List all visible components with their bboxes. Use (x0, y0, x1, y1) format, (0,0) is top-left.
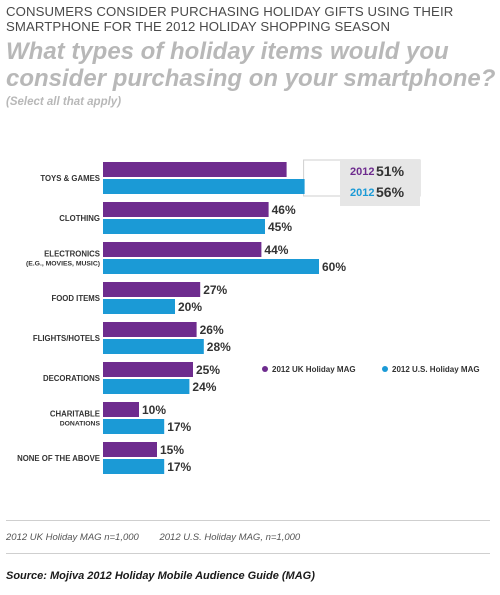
bar-uk (103, 202, 269, 217)
bar-uk (103, 322, 197, 337)
callout-year: 2012 (350, 166, 374, 178)
data-label: 27% (203, 283, 227, 297)
data-label: 20% (178, 300, 202, 314)
footer-divider-bottom (6, 553, 490, 554)
legend-label: 2012 UK Holiday MAG (272, 365, 356, 374)
headline-line-2: SMARTPHONE FOR THE 2012 HOLIDAY SHOPPING… (6, 19, 391, 34)
bar-uk (103, 162, 287, 177)
data-label: 28% (207, 340, 231, 354)
bar-us (103, 259, 319, 274)
data-label: 24% (192, 380, 216, 394)
data-label: 10% (142, 403, 166, 417)
source-credit: Source: Mojiva 2012 Holiday Mobile Audie… (6, 570, 315, 582)
chart-question: What types of holiday items would you co… (6, 38, 496, 92)
callout-year: 2012 (350, 187, 374, 199)
bar-us (103, 379, 190, 394)
data-label: 17% (167, 420, 191, 434)
data-label: 25% (196, 363, 220, 377)
bar-us (103, 339, 204, 354)
callout-value: 51% (376, 163, 405, 179)
bar-us (103, 459, 165, 474)
legend-label: 2012 U.S. Holiday MAG (392, 365, 480, 374)
category-label: FLIGHTS/HOTELS (33, 334, 100, 343)
sample-uk: 2012 UK Holiday MAG n=1,000 (6, 532, 139, 543)
category-label: TOYS & GAMES (40, 174, 100, 183)
bar-chart: 2012 51%2012 56% TOYS & GAMES CLOTHING 46% 45%… (17, 159, 480, 474)
footer-divider-top (6, 520, 490, 521)
chart-headline: CONSUMERS CONSIDER PURCHASING HOLIDAY GI… (6, 4, 496, 34)
category-label: DONATIONS (60, 421, 101, 428)
bar-uk (103, 442, 157, 457)
data-label: 44% (264, 243, 288, 257)
data-label: 46% (272, 203, 296, 217)
question-line-2: consider purchasing on your smartphone? (6, 65, 496, 92)
sample-sizes: 2012 UK Holiday MAG n=1,000 2012 U.S. Ho… (6, 532, 318, 543)
bar-us (103, 179, 305, 194)
data-label: 26% (200, 323, 224, 337)
question-line-1: What types of holiday items would you (6, 38, 449, 65)
bar-uk (103, 402, 139, 417)
bar-uk (103, 282, 201, 297)
sample-us: 2012 U.S. Holiday MAG, n=1,000 (159, 532, 301, 543)
legend-marker (382, 366, 388, 372)
data-label: 15% (160, 443, 184, 457)
category-label: ELECTRONICS (44, 250, 100, 259)
bar-uk (103, 362, 193, 377)
category-label: CLOTHING (59, 214, 100, 223)
category-label: DECORATIONS (43, 374, 100, 383)
category-label: NONE OF THE ABOVE (17, 454, 100, 463)
data-label: 17% (167, 460, 191, 474)
bar-us (103, 299, 175, 314)
legend-marker (262, 366, 268, 372)
bar-us (103, 419, 165, 434)
select-all-note: (Select all that apply) (6, 96, 122, 108)
bar-uk (103, 242, 262, 257)
category-label: CHARITABLE (50, 410, 100, 419)
callout-box (340, 160, 420, 206)
headline-line-1: CONSUMERS CONSIDER PURCHASING HOLIDAY GI… (6, 4, 454, 19)
data-label: 45% (268, 220, 292, 234)
category-label: FOOD ITEMS (51, 294, 100, 303)
bar-us (103, 219, 265, 234)
category-label: (E.G., MOVIES, MUSIC) (26, 261, 100, 268)
callout-value: 56% (376, 184, 405, 200)
data-label: 60% (322, 260, 346, 274)
